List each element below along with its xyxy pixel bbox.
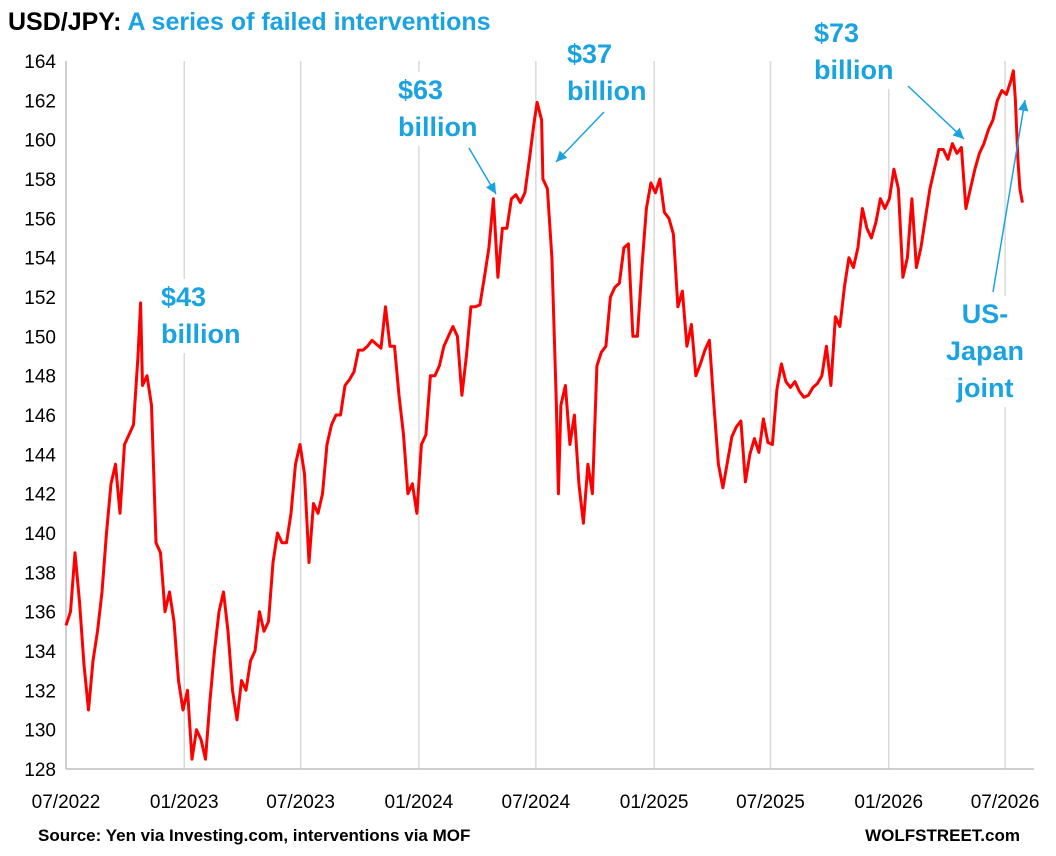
annotation-amount: $63: [398, 75, 444, 105]
annotation-arrow-head: [486, 182, 496, 194]
annotation-unit: billion: [567, 76, 647, 106]
source-note: Source: Yen via Investing.com, intervent…: [38, 826, 471, 845]
annotation-us-japan-joint: US- Japan joint: [940, 296, 1031, 407]
y-tick-label: 130: [24, 721, 56, 742]
x-tick-label: 07/2026: [971, 792, 1040, 813]
series-lines: [64, 69, 1024, 761]
annotation-37-billion: $37 billion: [561, 36, 653, 110]
y-tick-label: 146: [24, 406, 56, 427]
annotation-arrow-head: [556, 150, 568, 162]
y-tick-label: 158: [24, 170, 56, 191]
annotation-amount: $43: [161, 282, 207, 312]
axes: [65, 61, 1034, 770]
y-tick-label: 156: [24, 209, 56, 230]
annotation-arrow-head: [1018, 100, 1029, 112]
y-tick-label: 150: [24, 327, 56, 348]
x-tick-label: 01/2023: [150, 792, 219, 813]
y-tick-label: 138: [24, 563, 56, 584]
y-tick-label: 164: [24, 52, 56, 73]
y-tick-label: 148: [24, 367, 56, 388]
title-pair: USD/JPY:: [8, 8, 122, 36]
y-tick-label: 144: [24, 445, 56, 466]
annotation-arrow-line: [992, 99, 1026, 293]
annotation-unit: billion: [814, 55, 894, 85]
annotation-unit: billion: [161, 319, 241, 349]
usd-jpy-line: [64, 69, 1024, 761]
annotation-63-billion: $63 billion: [392, 72, 484, 146]
brand-credit: WOLFSTREET.com: [865, 826, 1020, 845]
y-tick-label: 134: [24, 642, 56, 663]
annotation-line2: Japan: [946, 336, 1025, 366]
annotation-amount: $37: [567, 39, 613, 69]
y-tick-label: 136: [24, 603, 56, 624]
y-tick-label: 162: [24, 91, 56, 112]
x-tick-label: 07/2022: [32, 792, 101, 813]
annotation-arrow-line: [907, 85, 965, 140]
annotation-line3: joint: [956, 373, 1014, 403]
x-tick-label: 01/2024: [385, 792, 454, 813]
y-tick-label: 160: [24, 131, 56, 152]
grid-lines: [183, 61, 1006, 769]
title-subtitle: A series of failed interventions: [127, 8, 491, 36]
y-tick-label: 152: [24, 288, 56, 309]
annotation-arrow-line: [555, 111, 605, 163]
annotation-line1: US-: [961, 299, 1009, 329]
y-tick-label: 132: [24, 681, 56, 702]
annotation-43-billion: $43 billion: [155, 279, 247, 353]
annotation-amount: $73: [814, 18, 860, 48]
annotation-unit: billion: [398, 112, 478, 142]
y-tick-labels: 128 130 132 134 136 138 140 142 144 146 148 150 152 1…: [24, 52, 56, 781]
chart-title: USD/JPY: A series of failed intervention…: [8, 8, 491, 37]
annotation-arrow-head: [952, 127, 964, 139]
annotation-73-billion: $73 billion: [808, 15, 900, 89]
annotation-arrows: [468, 85, 1029, 293]
x-tick-label: 01/2025: [620, 792, 689, 813]
y-tick-label: 142: [24, 485, 56, 506]
x-tick-label: 07/2024: [502, 792, 571, 813]
x-tick-label: 07/2023: [266, 792, 335, 813]
x-tick-label: 07/2025: [736, 792, 805, 813]
x-tick-label: 01/2026: [854, 792, 923, 813]
y-tick-label: 154: [24, 249, 56, 270]
y-tick-label: 128: [24, 760, 56, 781]
y-tick-label: 140: [24, 524, 56, 545]
x-tick-labels: 07/2022 01/2023 07/2023 01/2024 07/2024 01/20…: [32, 792, 1040, 813]
